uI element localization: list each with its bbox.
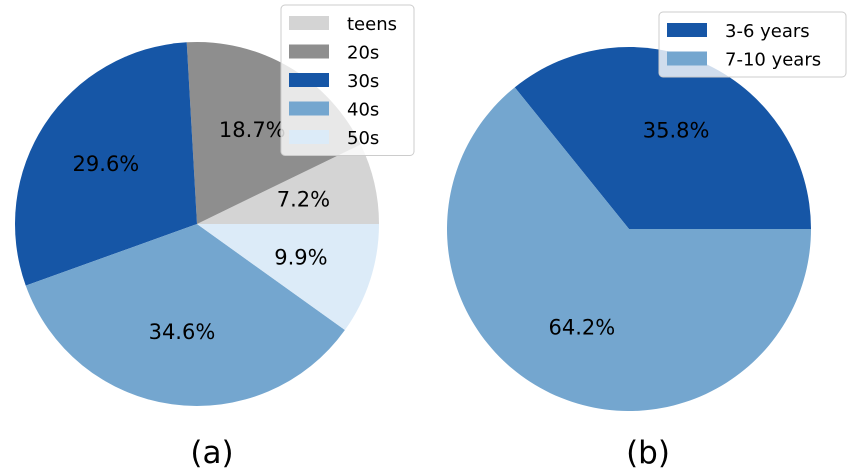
pie-a-slice-teens	[197, 144, 379, 224]
pie-b-legend-label-3-6-years: 3-6 years	[725, 21, 810, 42]
pie-b-slice-7-10-years	[447, 87, 811, 411]
pie-a-legend-label-20s: 20s	[347, 43, 379, 64]
pie-a-legend-label-40s: 40s	[347, 100, 379, 121]
pie-a-legend: teens 20s 30s 40s 50s	[280, 4, 415, 156]
pie-a-pct-labels: 7.2% 18.7% 29.6% 34.6% 9.9%	[73, 118, 331, 344]
pie-a-legend-label-30s: 30s	[347, 71, 379, 92]
pie-b-legend-swatch-7-10-years	[667, 51, 707, 66]
pie-a-pct-label-teens: 7.2%	[277, 188, 330, 212]
pie-b-legend-swatch-3-6-years	[667, 23, 707, 37]
pie-a-pct-label-50s: 9.9%	[274, 245, 327, 269]
pie-a-legend-swatch-teens	[289, 16, 329, 30]
pie-a-pct-label-40s: 34.6%	[149, 320, 216, 344]
pie-a-pct-label-20s: 18.7%	[219, 118, 286, 142]
pie-b-pct-label-3-6-years: 35.8%	[643, 118, 710, 142]
pie-b-legend: 3-6 years 7-10 years	[658, 11, 847, 78]
pie-a-caption: (a)	[190, 435, 233, 469]
pie-b-slice-3-6-years	[514, 46, 811, 229]
pie-chart-a: 7.2% 18.7% 29.6% 34.6% 9.9% teens 20s 30s 40s 50…	[15, 4, 415, 469]
pie-a-legend-label-teens: teens	[347, 14, 397, 35]
pie-a-legend-swatch-40s	[289, 101, 329, 116]
pie-b-slices	[447, 46, 811, 411]
pie-a-slice-50s	[197, 224, 379, 331]
pie-b-pct-labels: 35.8% 64.2%	[549, 118, 710, 339]
pie-b-caption: (b)	[626, 435, 670, 469]
pie-a-slice-30s	[15, 42, 197, 286]
pie-b-legend-label-7-10-years: 7-10 years	[725, 50, 821, 71]
pie-chart-b: 35.8% 64.2% 3-6 years 7-10 years (b)	[447, 11, 847, 469]
pie-a-legend-swatch-30s	[289, 73, 329, 87]
pie-a-pct-label-30s: 29.6%	[73, 152, 140, 176]
pie-b-pct-label-7-10-years: 64.2%	[549, 316, 616, 340]
pie-a-slice-40s	[25, 224, 345, 406]
pie-a-legend-swatch-50s	[289, 130, 329, 144]
pie-a-legend-label-50s: 50s	[347, 128, 379, 149]
pie-a-legend-swatch-20s	[289, 44, 329, 59]
pie-a-legend-box	[280, 4, 415, 156]
